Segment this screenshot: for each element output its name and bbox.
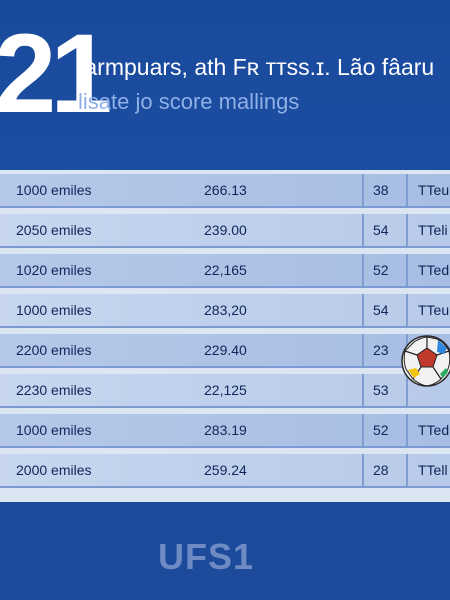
rank-cell: 28 xyxy=(373,462,389,478)
column-separator xyxy=(406,414,408,446)
status-cell: TTell xyxy=(418,462,448,478)
score-table: 1000 emiles 266.13 38 TTeu 2050 emiles 2… xyxy=(0,170,450,502)
column-separator xyxy=(406,374,408,406)
status-cell: TTed xyxy=(418,422,450,438)
distance-cell: 2230 emiles xyxy=(16,382,92,398)
footer-logo: UFS1 xyxy=(158,536,255,577)
score-cell: 239.00 xyxy=(204,222,247,238)
table-row[interactable]: 1000 emiles 283,20 54 TTeu xyxy=(0,294,450,328)
table-row[interactable]: 2200 emiles 229.40 23 xyxy=(0,334,450,368)
status-cell: TTeu xyxy=(418,182,450,198)
score-cell: 283,20 xyxy=(204,302,247,318)
distance-cell: 2000 emiles xyxy=(16,462,92,478)
table-row[interactable]: 1000 emiles 266.13 38 TTeu xyxy=(0,174,450,208)
rank-cell: 23 xyxy=(373,342,389,358)
soccer-ball-icon xyxy=(401,335,450,387)
score-cell: 22,165 xyxy=(204,262,247,278)
status-cell: TTed xyxy=(418,262,450,278)
distance-cell: 1000 emiles xyxy=(16,302,92,318)
status-cell: TTeli xyxy=(418,222,448,238)
score-cell: 229.40 xyxy=(204,342,247,358)
column-separator xyxy=(362,454,364,486)
table-row[interactable]: 2000 emiles 259.24 28 TTell xyxy=(0,454,450,488)
column-separator xyxy=(362,414,364,446)
headline: Iarmpuars, ath Fʀ ᴛᴛss.ɪ. Lão fâaru xyxy=(78,54,435,80)
subheadline: lisate jo score mallings xyxy=(78,89,300,114)
column-separator xyxy=(362,254,364,286)
score-cell: 22,125 xyxy=(204,382,247,398)
table-row[interactable]: 1020 emiles 22,165 52 TTed xyxy=(0,254,450,288)
distance-cell: 1000 emiles xyxy=(16,422,92,438)
rank-cell: 52 xyxy=(373,262,389,278)
rank-cell: 38 xyxy=(373,182,389,198)
column-separator xyxy=(406,454,408,486)
score-cell: 266.13 xyxy=(204,182,247,198)
column-separator xyxy=(362,214,364,246)
column-separator xyxy=(362,174,364,206)
rank-cell: 54 xyxy=(373,222,389,238)
column-separator xyxy=(406,254,408,286)
status-cell: TTeu xyxy=(418,302,450,318)
table-row[interactable]: 1000 emiles 283.19 52 TTed xyxy=(0,414,450,448)
rank-cell: 52 xyxy=(373,422,389,438)
score-cell: 259.24 xyxy=(204,462,247,478)
column-separator xyxy=(362,374,364,406)
column-separator xyxy=(406,214,408,246)
column-separator xyxy=(406,174,408,206)
column-separator xyxy=(362,334,364,366)
column-separator xyxy=(362,294,364,326)
distance-cell: 1000 emiles xyxy=(16,182,92,198)
table-row[interactable]: 2230 emiles 22,125 53 xyxy=(0,374,450,408)
distance-cell: 2050 emiles xyxy=(16,222,92,238)
rank-cell: 54 xyxy=(373,302,389,318)
table-row[interactable]: 2050 emiles 239.00 54 TTeli xyxy=(0,214,450,248)
column-separator xyxy=(406,294,408,326)
score-cell: 283.19 xyxy=(204,422,247,438)
distance-cell: 1020 emiles xyxy=(16,262,92,278)
distance-cell: 2200 emiles xyxy=(16,342,92,358)
rank-cell: 53 xyxy=(373,382,389,398)
big-number: 21 xyxy=(0,11,113,136)
